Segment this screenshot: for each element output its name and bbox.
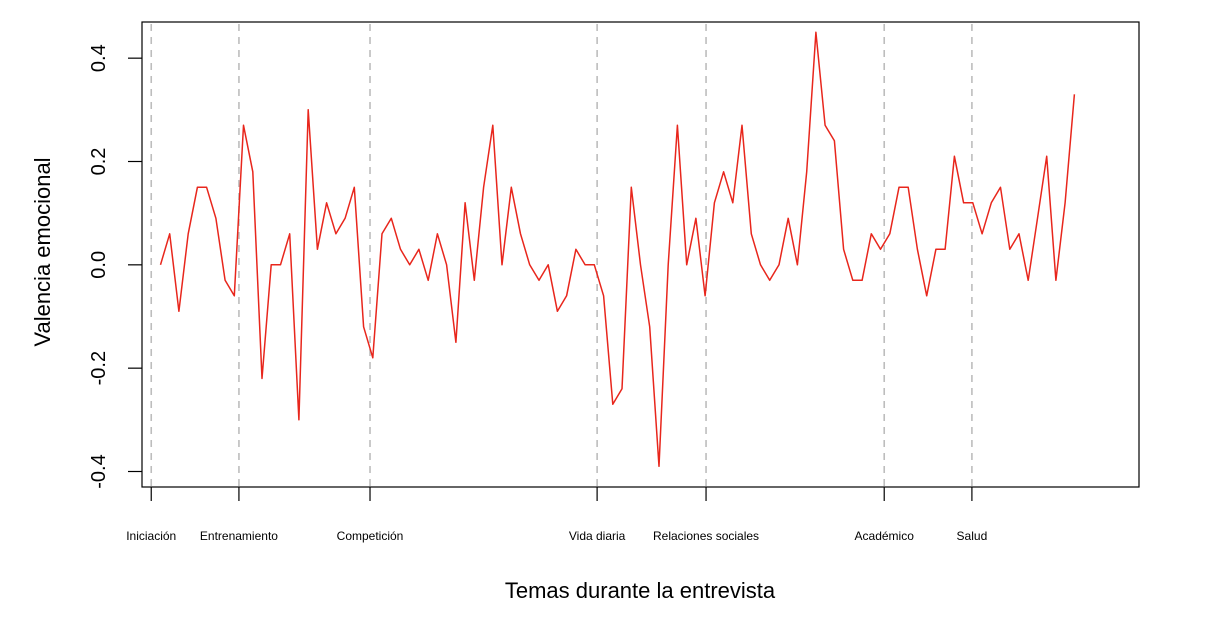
x-tick-label-section: Relaciones sociales <box>653 529 759 543</box>
x-tick-label-section: Iniciación <box>126 529 176 543</box>
x-tick-label-section: Salud <box>957 529 988 543</box>
y-axis-title: Valencia emocional <box>30 157 55 346</box>
y-tick-label: -0.2 <box>88 351 110 385</box>
series-line <box>159 31 1076 468</box>
y-tick-label: -0.4 <box>88 454 110 488</box>
y-tick-label: 0.4 <box>88 44 110 72</box>
section-divider-lines <box>150 24 973 486</box>
y-tick-label: 0.0 <box>88 251 110 279</box>
x-axis-title: Temas durante la entrevista <box>505 578 776 603</box>
x-tick-label-section: Entrenamiento <box>200 529 278 543</box>
plot-frame <box>141 21 1140 488</box>
x-tick-label-section: Competición <box>337 529 404 543</box>
x-tick-label-section: Académico <box>855 529 915 543</box>
x-axis: Iniciación Entrenamiento Competición Vida d… <box>126 487 987 543</box>
y-tick-label: 0.2 <box>88 148 110 176</box>
x-tick-label-section: Vida diaria <box>569 529 626 543</box>
series-layer <box>159 31 1076 468</box>
y-axis: -0.4 -0.2 0.0 0.2 0.4 <box>88 44 142 489</box>
